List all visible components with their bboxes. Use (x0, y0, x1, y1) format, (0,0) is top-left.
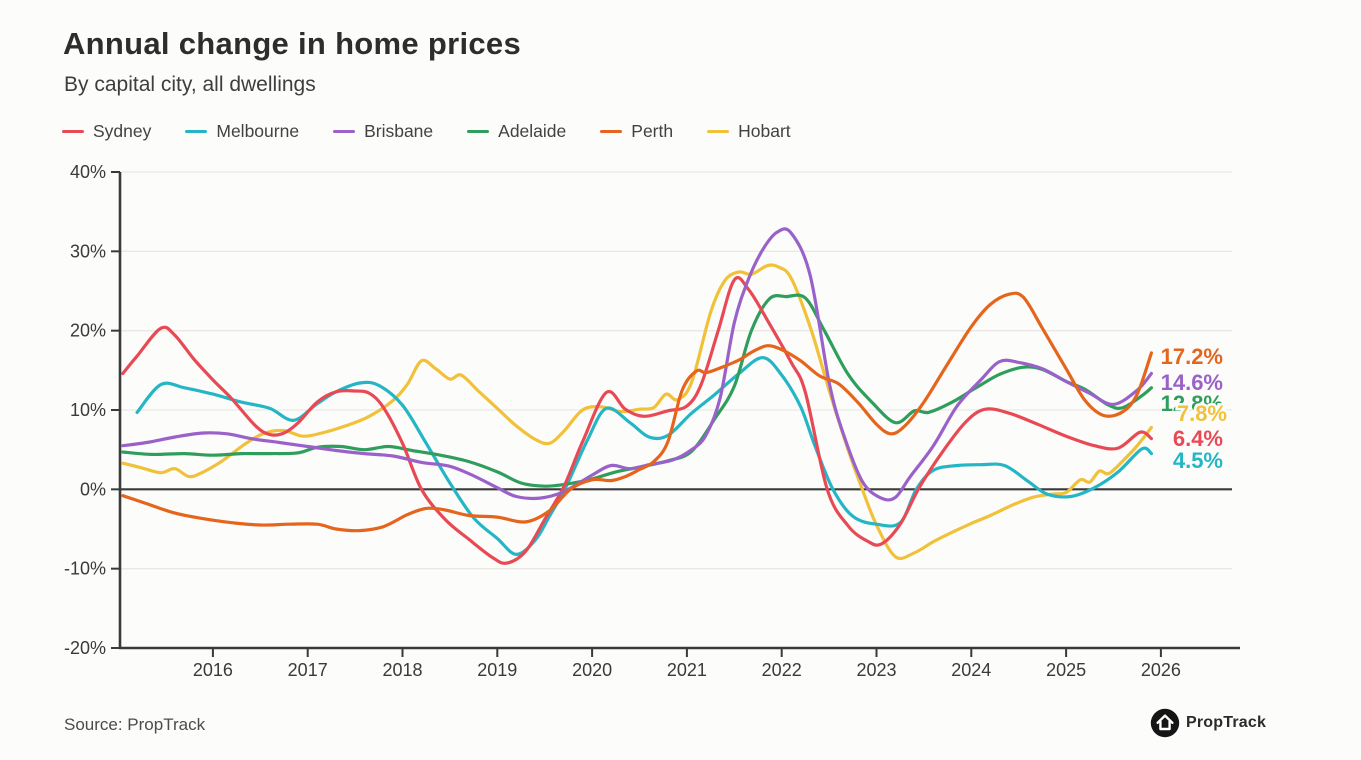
end-label-sydney: 6.4% (1173, 426, 1223, 451)
line-sydney (121, 275, 1153, 565)
legend-label: Hobart (738, 121, 791, 141)
legend-label: Adelaide (498, 121, 567, 141)
line-adelaide (121, 293, 1153, 488)
legend-swatch-sydney (62, 129, 84, 134)
y-tick-label: 40% (70, 162, 106, 182)
x-tick-label: 2024 (951, 660, 991, 680)
x-tick-label: 2023 (856, 660, 896, 680)
y-tick-label: 10% (70, 400, 106, 420)
y-tick-label: -10% (64, 559, 106, 579)
legend-label: Melbourne (216, 121, 300, 141)
legend-swatch-perth (600, 129, 623, 134)
end-label-perth: 17.2% (1161, 344, 1223, 369)
brand-logo: PropTrack (1150, 708, 1266, 738)
x-tick-label: 2019 (477, 660, 517, 680)
proptrack-house-icon (1150, 708, 1180, 738)
x-tick-label: 2016 (193, 660, 233, 680)
line-brisbane (121, 227, 1153, 502)
x-tick-label: 2022 (762, 660, 802, 680)
legend-item-melbourne: Melbourne (185, 121, 299, 142)
legend-label: Brisbane (364, 121, 434, 141)
page-title: Annual change in home prices (63, 26, 521, 61)
legend-item-perth: Perth (600, 121, 673, 142)
x-tick-label: 2025 (1046, 660, 1086, 680)
y-tick-label: 0% (80, 479, 106, 499)
legend-item-brisbane: Brisbane (333, 121, 433, 142)
chart-legend: Sydney Melbourne Brisbane Adelaide Perth Hoba… (62, 121, 791, 142)
legend-swatch-brisbane (333, 129, 356, 134)
legend-item-hobart: Hobart (707, 121, 791, 142)
y-tick-label: -20% (64, 638, 106, 658)
x-tick-label: 2021 (667, 660, 707, 680)
x-tick-label: 2026 (1141, 660, 1181, 680)
brand-name: PropTrack (1186, 714, 1267, 731)
legend-swatch-adelaide (467, 129, 490, 134)
line-perth (121, 291, 1153, 533)
legend-item-sydney: Sydney (62, 121, 151, 142)
y-tick-label: 30% (70, 241, 106, 261)
x-tick-label: 2017 (288, 660, 328, 680)
end-label-hobart: 7.8% (1177, 401, 1227, 426)
legend-label: Perth (631, 121, 674, 141)
end-label-melbourne: 4.5% (1173, 448, 1223, 473)
legend-item-adelaide: Adelaide (467, 121, 566, 142)
x-tick-label: 2018 (382, 660, 422, 680)
legend-label: Sydney (93, 121, 152, 141)
y-tick-label: 20% (70, 321, 106, 341)
end-label-adelaide: 12.8% (1161, 391, 1223, 416)
line-hobart (121, 263, 1153, 561)
legend-swatch-melbourne (185, 129, 208, 134)
legend-swatch-hobart (707, 129, 730, 134)
x-tick-label: 2020 (572, 660, 612, 680)
page-subtitle: By capital city, all dwellings (64, 73, 316, 96)
source-note: Source: PropTrack (64, 715, 206, 734)
end-label-brisbane: 14.6% (1161, 370, 1223, 395)
